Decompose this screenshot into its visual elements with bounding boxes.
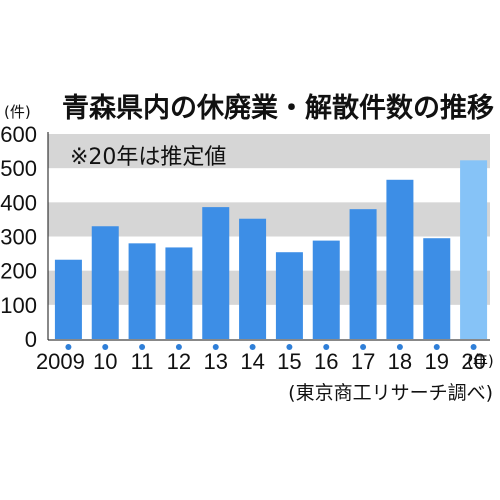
x-tick-dot (286, 344, 293, 350)
bar (54, 259, 82, 339)
x-tick-dot (65, 344, 72, 350)
x-tick-label: 14 (240, 349, 264, 374)
x-tick-dot (323, 344, 330, 350)
bar (128, 243, 156, 339)
y-tick-label: 300 (0, 225, 37, 250)
bar (349, 209, 377, 339)
y-tick-label: 200 (0, 259, 37, 284)
source-note: (東京商工リサーチ調べ) (288, 382, 493, 404)
y-tick-label: 0 (25, 327, 37, 352)
bar (386, 179, 414, 339)
y-tick-label: 500 (0, 156, 37, 181)
x-tick-dot (139, 344, 146, 350)
x-tick-label: 11 (131, 349, 154, 374)
bar (423, 238, 451, 339)
x-tick-label: 2009 (36, 349, 85, 374)
x-tick-dot (470, 344, 477, 350)
bar (312, 240, 340, 339)
bars (54, 160, 488, 339)
x-tick-label: 19 (425, 349, 449, 374)
grid-band (48, 134, 490, 169)
chart-title: 青森県内の休廃業・解散件数の推移 (62, 92, 494, 124)
bar (239, 218, 267, 339)
bar (460, 160, 488, 339)
y-tick-label: 100 (0, 293, 37, 318)
bar (202, 207, 230, 339)
x-tick-dot (249, 344, 256, 350)
grid-bands (48, 134, 490, 305)
x-tick-dot (433, 344, 440, 350)
x-tick-label: 16 (314, 349, 338, 374)
x-tick-label: 17 (351, 349, 375, 374)
bar (275, 252, 303, 339)
x-tick-markers (65, 344, 477, 350)
x-tick-dot (175, 344, 182, 350)
x-tick-dot (396, 344, 403, 350)
x-tick-label: 18 (388, 349, 412, 374)
x-tick-label: 10 (93, 349, 117, 374)
bar (165, 247, 193, 339)
estimate-note: ※20年は推定値 (70, 145, 226, 170)
x-tick-dot (360, 344, 367, 350)
x-tick-label: 20 (461, 349, 485, 374)
y-axis-unit: (件) (4, 103, 31, 121)
x-tick-dot (212, 344, 219, 350)
x-tick-label: 13 (204, 349, 228, 374)
grid-band (48, 270, 490, 305)
x-tick-label: 12 (167, 349, 191, 374)
x-tick-dot (102, 344, 109, 350)
y-tick-labels: 0 100 200 300 400 500 600 (0, 122, 37, 352)
x-tick-labels: 2009 10 11 12 13 14 15 16 17 18 19 20 (36, 349, 486, 374)
bar (91, 226, 119, 339)
x-axis-unit: (年) (467, 352, 494, 370)
grid-band (48, 202, 490, 237)
y-tick-label: 600 (0, 122, 37, 147)
x-tick-label: 15 (277, 349, 301, 374)
y-tick-label: 400 (0, 190, 37, 215)
